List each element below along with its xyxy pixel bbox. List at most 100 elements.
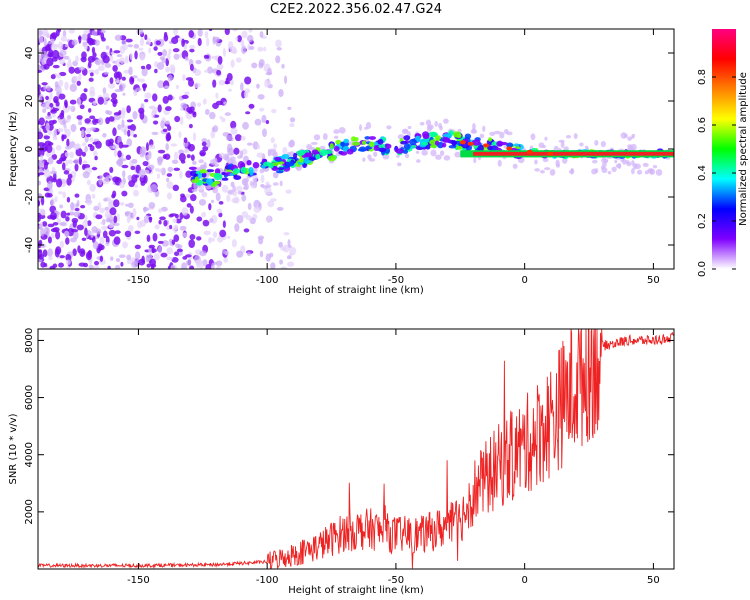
ridge-blob [395,148,405,154]
noise-blob [164,120,171,125]
noise-blob [70,123,77,133]
noise-blob [65,159,69,166]
ridge-halo [359,124,363,131]
x-tick-label: -100 [256,275,279,286]
colorbar-ticks: 0.0 0.2 0.4 0.6 0.8 [697,69,736,277]
noise-blob [245,111,251,115]
colorbar-tick-label: 0.6 [697,117,708,133]
noise-blob [68,66,75,74]
noise-blob [180,102,188,109]
noise-blob [287,261,295,267]
noise-blob [79,248,86,257]
noise-blob [120,202,125,206]
noise-blob [63,125,68,133]
noise-blob [273,143,278,149]
noise-blob [203,230,211,236]
snr-series [38,329,674,569]
noise-blob [58,51,66,58]
noise-blob [216,69,222,76]
noise-blob [64,118,71,123]
ridge-blob [308,156,316,161]
noise-blob [215,266,221,269]
noise-blob [63,230,70,238]
noise-blob [113,215,118,224]
noise-blob [283,232,290,236]
noise-blob [105,218,112,223]
noise-blob [146,263,151,268]
noise-blob [134,230,141,234]
noise-blob [58,191,63,195]
noise-blob [38,180,42,186]
noise-blob [244,76,252,85]
noise-blob [230,59,235,68]
ridge-halo [631,168,635,175]
noise-blob [179,171,183,179]
noise-blob [138,258,146,266]
noise-blob [76,80,81,86]
noise-blob [240,39,245,47]
noise-blob [81,151,86,157]
noise-blob [217,55,223,65]
ridge-blob [368,141,375,148]
noise-blob [221,117,226,123]
noise-blob [167,166,174,173]
noise-blob [102,177,110,185]
ridge-halo [435,154,442,160]
noise-blob [65,254,72,262]
ridge-blob [368,136,377,141]
noise-blob [194,69,202,76]
noise-blob [84,145,88,153]
y-tick-label: 8000 [24,328,35,353]
noise-blob [58,71,67,77]
noise-blob [97,29,102,36]
noise-blob [208,237,212,244]
noise-blob [49,38,55,43]
ridge-blob [276,170,284,174]
noise-blob [97,96,104,105]
spectrogram-y-label: Frequency (Hz) [8,111,19,187]
ridge-halo [397,134,405,140]
ridge-halo [322,133,328,141]
ridge-blob [488,137,493,142]
noise-blob [186,203,192,208]
noise-blob [189,44,196,50]
ridge-blob [441,142,447,148]
noise-blob [170,143,178,147]
ridge-blob [377,138,384,145]
noise-blob [164,85,170,89]
noise-blob [44,146,48,152]
ridge-halo [279,180,283,187]
ridge-peak [459,140,466,145]
noise-blob [100,51,107,60]
noise-blob [58,93,66,100]
noise-blob [149,258,157,267]
noise-blob [122,241,128,249]
noise-blob [251,62,258,69]
noise-blob [102,87,107,94]
noise-blob [99,207,105,214]
noise-blob [119,57,125,65]
noise-blob [105,45,110,50]
noise-blob [166,125,172,132]
noise-blob [209,111,216,120]
noise-blob [171,239,176,245]
noise-blob [212,36,220,43]
noise-blob [98,177,103,186]
noise-blob [91,167,98,171]
noise-blob [139,146,147,155]
noise-blob [82,219,88,229]
noise-blob [102,133,107,138]
noise-blob [163,34,169,42]
noise-blob [232,29,238,32]
colorbar-tick-label: 0.0 [697,261,708,277]
noise-blob [63,55,70,60]
noise-blob [38,148,45,157]
ridge-blob [246,160,252,166]
noise-blob [281,63,285,69]
noise-blob [109,166,114,174]
noise-blob [71,217,79,224]
noise-blob [70,202,75,211]
noise-blob [43,37,47,47]
noise-blob [122,92,126,96]
noise-blob [237,35,242,43]
